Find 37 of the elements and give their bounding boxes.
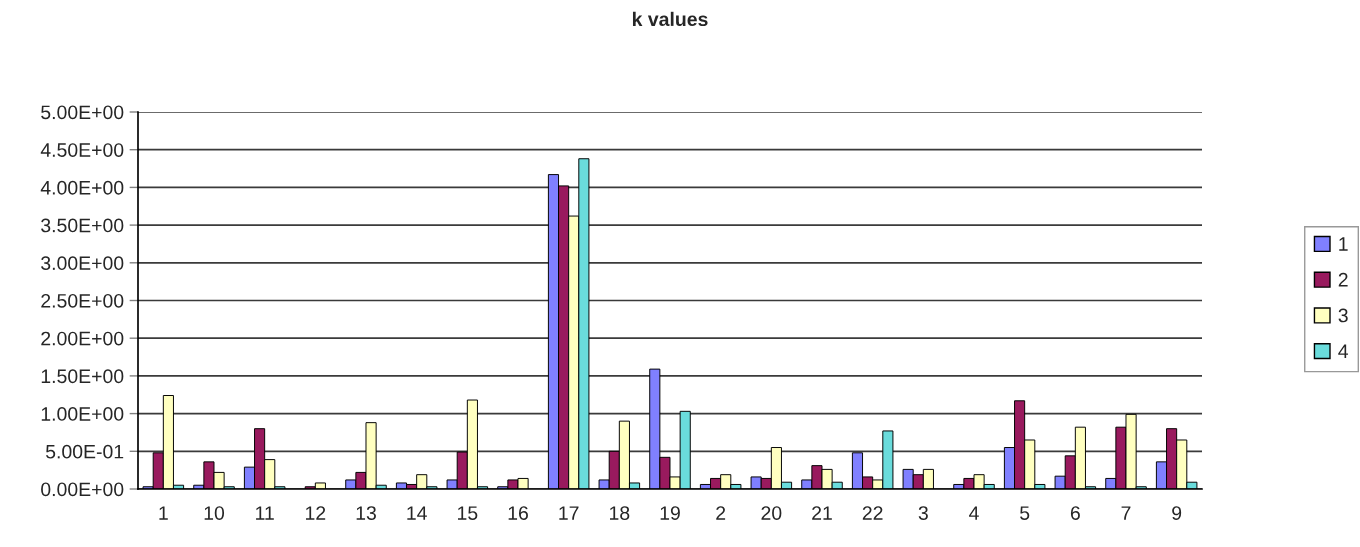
y-tick-label: 1.50E+00 (41, 369, 124, 384)
x-tick-label: 3 (918, 506, 928, 520)
x-tick-label: 11 (256, 506, 274, 520)
x-tick-label: 9 (1172, 506, 1182, 520)
y-tick-label: 5.00E-01 (45, 444, 124, 459)
x-tick-label: 2 (716, 506, 726, 520)
legend-label: 3 (1338, 308, 1348, 323)
x-tick-label: 22 (862, 506, 883, 520)
y-tick-label: 3.00E+00 (41, 256, 124, 271)
y-tick-label: 4.00E+00 (40, 180, 124, 195)
x-tick-label: 5 (1020, 506, 1030, 520)
y-tick-label: 2.50E+00 (41, 293, 124, 308)
x-tick-label: 14 (407, 506, 427, 520)
legend-label: 2 (1338, 272, 1348, 287)
y-tick-label: 5.00E+00 (41, 105, 124, 120)
legend-label: 4 (1338, 344, 1349, 358)
chart-title: k values (632, 11, 708, 27)
x-tick-label: 15 (458, 506, 478, 520)
x-tick-label: 7 (1121, 506, 1131, 520)
x-tick-label: 16 (508, 506, 528, 520)
legend-label: 1 (1339, 237, 1348, 251)
x-tick-label: 20 (761, 506, 782, 520)
x-tick-label: 10 (204, 506, 225, 520)
y-tick-label: 1.00E+00 (41, 407, 124, 421)
x-tick-label: 21 (812, 506, 832, 520)
y-tick-label: 3.50E+00 (41, 218, 124, 233)
x-tick-label: 12 (306, 506, 326, 520)
x-tick-label: 4 (969, 506, 979, 520)
y-tick-label: 2.00E+00 (41, 331, 124, 346)
y-tick-label: 4.50E+00 (40, 143, 124, 157)
x-tick-label: 1 (159, 506, 168, 520)
x-tick-label: 17 (559, 506, 579, 520)
y-tick-label: 0.00E+00 (41, 482, 124, 497)
x-tick-label: 18 (610, 506, 630, 520)
x-tick-label: 19 (660, 506, 680, 520)
x-tick-label: 13 (356, 506, 376, 520)
x-tick-label: 6 (1070, 506, 1080, 520)
